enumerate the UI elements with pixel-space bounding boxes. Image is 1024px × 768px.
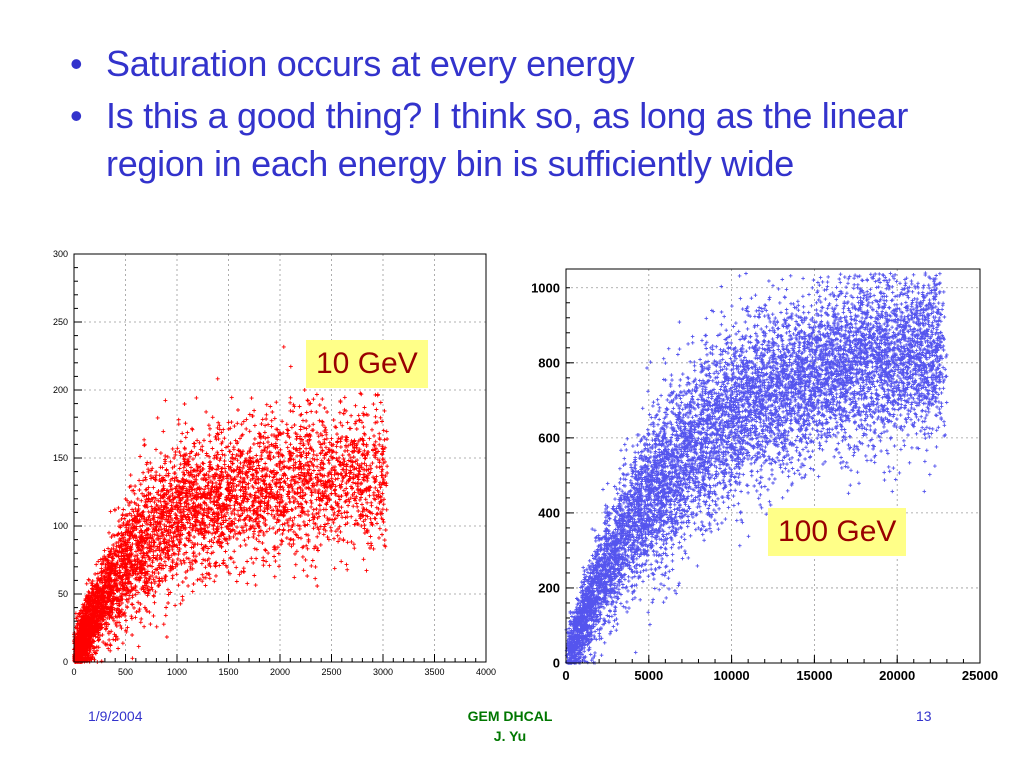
- y-tick-label: 0: [63, 657, 68, 667]
- scatter-points: [72, 344, 390, 664]
- footer-author: J. Yu: [493, 728, 527, 744]
- bullet-mark: •: [70, 43, 83, 84]
- x-tick-label: 0: [71, 667, 76, 677]
- scatter-plot-100gev-svg: 0 5000 10000 15000 20000 25000 0 200 400 600 800 10…: [531, 268, 998, 683]
- x-tick-label: 1000: [167, 667, 187, 677]
- bullet-text: Saturation occurs at every energy: [106, 43, 635, 84]
- y-tick-label: 250: [53, 317, 68, 327]
- x-tick-label: 500: [118, 667, 133, 677]
- footer-page-number: 13: [916, 708, 932, 724]
- bullet-text: Is this a good thing? I think so, as lon…: [106, 95, 909, 184]
- scatter-plot-10gev: 0 500 1000 1500 2000 2500 3000 3500 4000 0 50 100 15…: [53, 240, 500, 690]
- footer-title: GEM DHCAL: [467, 708, 553, 724]
- x-tick-label: 3000: [373, 667, 393, 677]
- tick-labels: 0 500 1000 1500 2000 2500 3000 3500 4000 0 50 100 15…: [53, 249, 496, 677]
- y-tick-label: 200: [538, 581, 560, 596]
- tick-labels: 0 5000 10000 15000 20000 25000 0 200 400 600 800 10…: [531, 280, 998, 683]
- y-tick-label: 100: [53, 521, 68, 531]
- plot-border: [565, 268, 981, 664]
- y-tick-label: 300: [53, 249, 68, 259]
- x-tick-label: 1500: [218, 667, 238, 677]
- y-tick-label: 0: [553, 656, 560, 671]
- scatter-points: [564, 271, 949, 665]
- x-tick-label: 5000: [634, 668, 663, 683]
- footer-date: 1/9/2004: [88, 708, 143, 724]
- x-tick-label: 20000: [879, 668, 915, 683]
- y-tick-label: 600: [538, 430, 560, 445]
- scatter-plot-10gev-svg: 0 500 1000 1500 2000 2500 3000 3500 4000 0 50 100 15…: [53, 249, 496, 677]
- x-tick-label: 15000: [796, 668, 832, 683]
- y-tick-label: 50: [58, 589, 68, 599]
- x-tick-label: 4000: [476, 667, 496, 677]
- legend-label-10gev: 10 GeV: [306, 340, 428, 388]
- y-tick-label: 200: [53, 385, 68, 395]
- legend-label-100gev: 100 GeV: [768, 508, 907, 556]
- bullet-list: • Saturation occurs at every energy • Is…: [70, 40, 990, 188]
- x-tick-label: 10000: [714, 668, 750, 683]
- y-tick-label: 150: [53, 453, 68, 463]
- x-tick-label: 2500: [321, 667, 341, 677]
- y-tick-label: 800: [538, 355, 560, 370]
- footer-center: GEM DHCAL J. Yu: [440, 706, 580, 746]
- x-tick-label: 2000: [270, 667, 290, 677]
- bullet-item: • Saturation occurs at every energy: [70, 40, 990, 88]
- x-tick-label: 3500: [424, 667, 444, 677]
- bullet-item: • Is this a good thing? I think so, as l…: [70, 92, 990, 188]
- x-tick-label: 25000: [962, 668, 998, 683]
- bullet-mark: •: [70, 95, 83, 136]
- plot-border: [73, 253, 487, 663]
- y-tick-label: 1000: [531, 280, 560, 295]
- scatter-plot-100gev: 0 5000 10000 15000 20000 25000 0 200 400 600 800 10…: [520, 255, 998, 695]
- y-tick-label: 400: [538, 505, 560, 520]
- x-tick-label: 0: [562, 668, 569, 683]
